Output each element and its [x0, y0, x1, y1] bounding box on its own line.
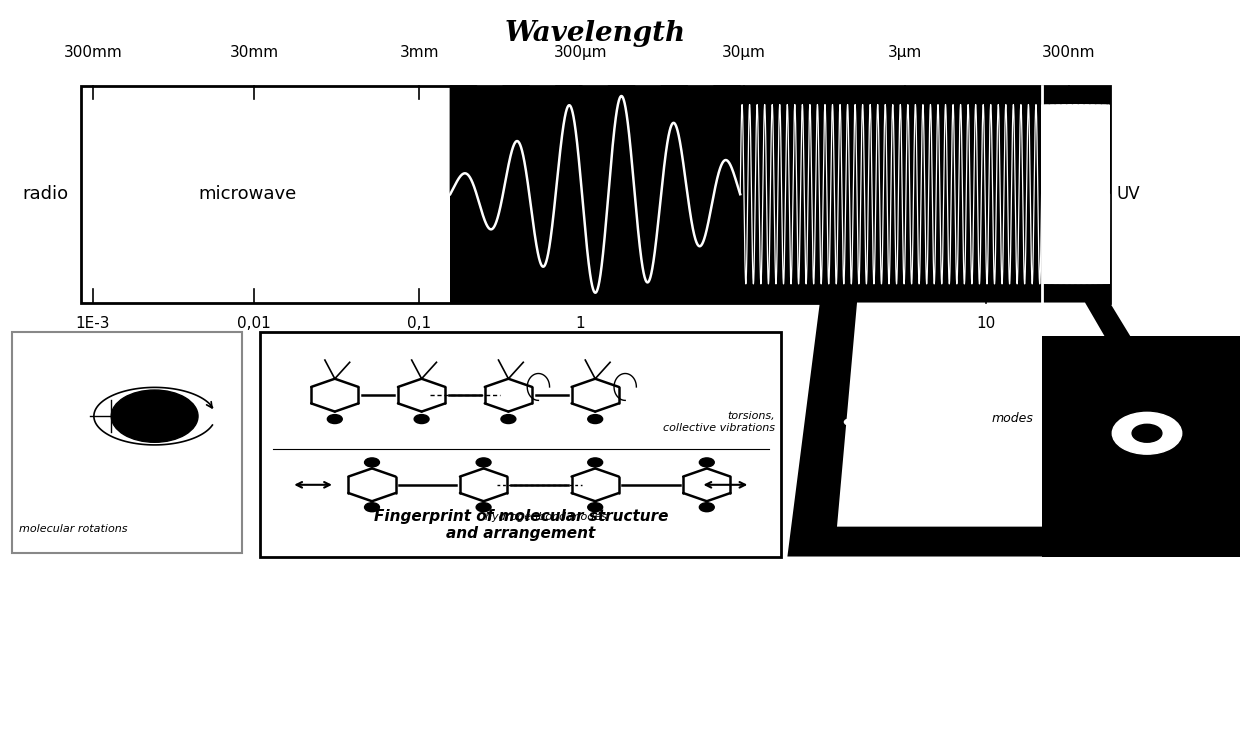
Text: 1: 1	[575, 316, 585, 331]
Bar	[1042, 336, 1240, 557]
Text: Frequency [THz]: Frequency [THz]	[425, 351, 616, 371]
Text: 10: 10	[976, 316, 996, 331]
Text: torsions,
collective vibrations: torsions, collective vibrations	[663, 412, 775, 433]
Circle shape	[588, 415, 603, 424]
Text: radio: radio	[22, 185, 68, 203]
Text: modes: modes	[992, 412, 1034, 425]
Circle shape	[365, 458, 379, 467]
Polygon shape	[787, 303, 1240, 557]
Bar	[81, 86, 1110, 303]
Circle shape	[1132, 424, 1162, 442]
Circle shape	[476, 503, 491, 512]
Circle shape	[844, 419, 854, 425]
Circle shape	[588, 458, 603, 467]
Circle shape	[327, 415, 342, 424]
Text: Wavelength: Wavelength	[505, 20, 686, 47]
Circle shape	[844, 494, 854, 500]
Text: Fingerprint of molecular structure
and arrangement: Fingerprint of molecular structure and a…	[373, 509, 668, 542]
Text: 0,01: 0,01	[237, 316, 272, 331]
Text: 300mm: 300mm	[63, 45, 123, 60]
Circle shape	[112, 390, 198, 442]
Text: 3mm: 3mm	[399, 45, 439, 60]
Text: 1E-3: 1E-3	[76, 316, 110, 331]
Text: hydrogenbond modes: hydrogenbond modes	[485, 512, 606, 522]
Text: molecular rotations: molecular rotations	[19, 524, 126, 534]
Polygon shape	[837, 303, 1215, 527]
Circle shape	[501, 415, 516, 424]
Text: 300μm: 300μm	[553, 45, 608, 60]
Circle shape	[365, 503, 379, 512]
Circle shape	[414, 415, 429, 424]
Text: 300nm: 300nm	[1042, 45, 1096, 60]
Circle shape	[476, 458, 491, 467]
Text: UV: UV	[1116, 185, 1140, 203]
Circle shape	[1112, 412, 1182, 454]
Bar	[12, 332, 242, 553]
Text: 30mm: 30mm	[229, 45, 279, 60]
Bar	[450, 86, 740, 303]
Circle shape	[844, 456, 854, 462]
Text: 0,1: 0,1	[407, 316, 432, 331]
Text: microwave: microwave	[198, 185, 298, 203]
Circle shape	[699, 503, 714, 512]
Text: 30μm: 30μm	[722, 45, 766, 60]
Text: 3μm: 3μm	[888, 45, 923, 60]
Circle shape	[699, 458, 714, 467]
Circle shape	[588, 503, 603, 512]
Bar	[1042, 86, 1110, 303]
Bar	[740, 86, 1042, 303]
Bar	[260, 332, 781, 557]
